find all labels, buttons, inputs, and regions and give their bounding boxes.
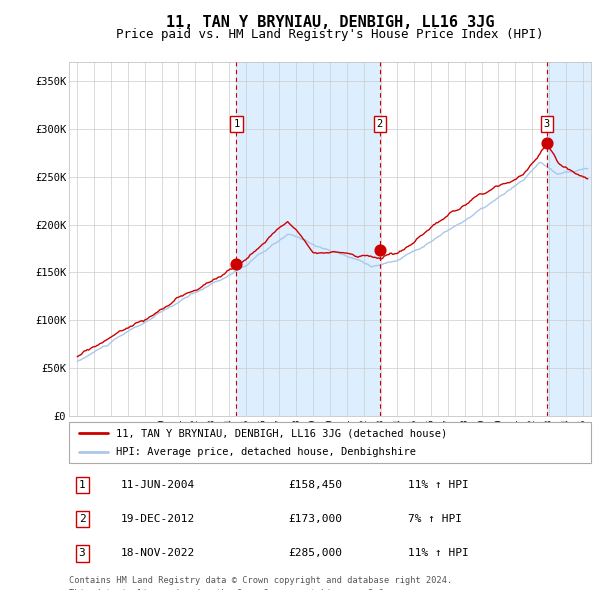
Text: 11-JUN-2004: 11-JUN-2004 xyxy=(121,480,196,490)
Text: Price paid vs. HM Land Registry's House Price Index (HPI): Price paid vs. HM Land Registry's House … xyxy=(116,28,544,41)
Text: 1: 1 xyxy=(233,119,239,129)
Text: 1: 1 xyxy=(79,480,85,490)
Text: 19-DEC-2012: 19-DEC-2012 xyxy=(121,514,196,524)
Text: 2: 2 xyxy=(377,119,383,129)
Text: 11, TAN Y BRYNIAU, DENBIGH, LL16 3JG (detached house): 11, TAN Y BRYNIAU, DENBIGH, LL16 3JG (de… xyxy=(116,428,447,438)
Point xyxy=(542,139,551,148)
Text: 18-NOV-2022: 18-NOV-2022 xyxy=(121,549,196,558)
Text: £285,000: £285,000 xyxy=(288,549,342,558)
Text: 3: 3 xyxy=(544,119,550,129)
Text: £158,450: £158,450 xyxy=(288,480,342,490)
Text: Contains HM Land Registry data © Crown copyright and database right 2024.: Contains HM Land Registry data © Crown c… xyxy=(69,576,452,585)
Text: £173,000: £173,000 xyxy=(288,514,342,524)
Point xyxy=(375,245,385,255)
Bar xyxy=(236,62,380,416)
Text: 3: 3 xyxy=(79,549,85,558)
Text: 2: 2 xyxy=(79,514,85,524)
Text: 11% ↑ HPI: 11% ↑ HPI xyxy=(409,549,469,558)
FancyBboxPatch shape xyxy=(69,422,591,463)
Text: This data is licensed under the Open Government Licence v3.0.: This data is licensed under the Open Gov… xyxy=(69,589,389,590)
Text: HPI: Average price, detached house, Denbighshire: HPI: Average price, detached house, Denb… xyxy=(116,447,416,457)
Bar xyxy=(547,62,591,416)
Point xyxy=(232,260,241,269)
Text: 11% ↑ HPI: 11% ↑ HPI xyxy=(409,480,469,490)
Text: 7% ↑ HPI: 7% ↑ HPI xyxy=(409,514,463,524)
Text: 11, TAN Y BRYNIAU, DENBIGH, LL16 3JG: 11, TAN Y BRYNIAU, DENBIGH, LL16 3JG xyxy=(166,15,494,30)
